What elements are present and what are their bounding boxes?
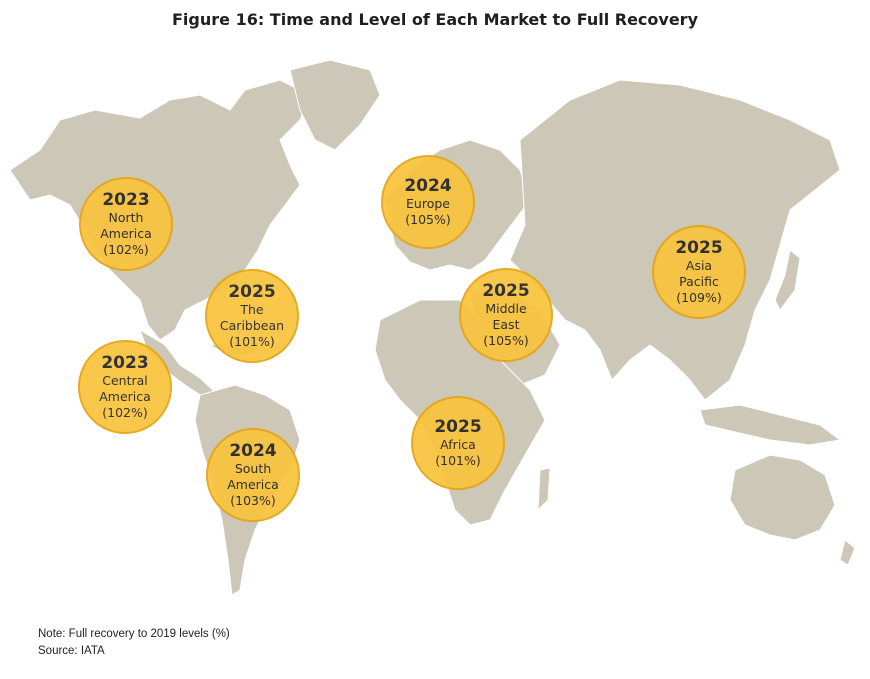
recovery-year: 2023	[101, 353, 149, 373]
recovery-year: 2025	[482, 281, 530, 301]
recovery-year: 2025	[228, 282, 276, 302]
market-name-line-1: Central	[102, 373, 148, 388]
recovery-year: 2023	[102, 190, 150, 210]
note-text: Note: Full recovery to 2019 levels (%)	[38, 628, 230, 640]
landmass-madagascar	[537, 467, 551, 512]
recovery-level: (109%)	[676, 290, 722, 305]
landmass-australia	[729, 454, 836, 541]
recovery-level: (101%)	[435, 453, 481, 468]
market-name-line-2: America	[99, 389, 151, 404]
market-name-line-1: The	[240, 302, 264, 317]
recovery-level: (102%)	[103, 242, 149, 257]
figure-title: Figure 16: Time and Level of Each Market…	[172, 10, 698, 29]
market-name-line-1: Africa	[440, 437, 476, 452]
market-name-line-2: Pacific	[679, 274, 719, 289]
recovery-level: (105%)	[483, 333, 529, 348]
market-name-line-1: South	[234, 461, 272, 476]
landmass-se-asia	[699, 404, 842, 446]
landmass-new-zealand	[839, 539, 856, 566]
market-bubble-europe: 2024 Europe (105%)	[381, 155, 475, 249]
recovery-level: (103%)	[230, 493, 276, 508]
market-bubble-south-america: 2024 South America (103%)	[206, 428, 300, 522]
market-name-line-2: America	[100, 226, 152, 241]
market-bubble-north-america: 2023 North America (102%)	[79, 177, 173, 271]
market-name-line-1: Asia	[685, 258, 713, 273]
recovery-year: 2025	[434, 417, 482, 437]
market-name-line-2: Caribbean	[219, 318, 285, 333]
market-name-line-2: America	[227, 477, 279, 492]
market-name-line-1: Middle	[485, 301, 527, 316]
recovery-level: (101%)	[229, 334, 275, 349]
source-text: Source: IATA	[38, 645, 105, 657]
market-name-line-1: Europe	[406, 196, 450, 211]
market-name-line-1: North	[108, 210, 144, 225]
recovery-year: 2024	[404, 176, 452, 196]
market-name-line-2: East	[492, 317, 520, 332]
recovery-year: 2024	[229, 441, 277, 461]
figure-notes: Note: Full recovery to 2019 levels (%) S…	[38, 626, 230, 660]
market-bubble-asia-pacific: 2025 Asia Pacific (109%)	[652, 225, 746, 319]
market-bubble-africa: 2025 Africa (101%)	[411, 396, 505, 490]
recovery-year: 2025	[675, 238, 723, 258]
market-bubble-caribbean: 2025 The Caribbean (101%)	[205, 269, 299, 363]
market-bubble-central-america: 2023 Central America (102%)	[78, 340, 172, 434]
market-bubble-middle-east: 2025 Middle East (105%)	[459, 268, 553, 362]
landmass-japan	[774, 249, 801, 311]
recovery-level: (102%)	[102, 405, 148, 420]
landmass-greenland	[289, 59, 381, 151]
recovery-level: (105%)	[405, 212, 451, 227]
